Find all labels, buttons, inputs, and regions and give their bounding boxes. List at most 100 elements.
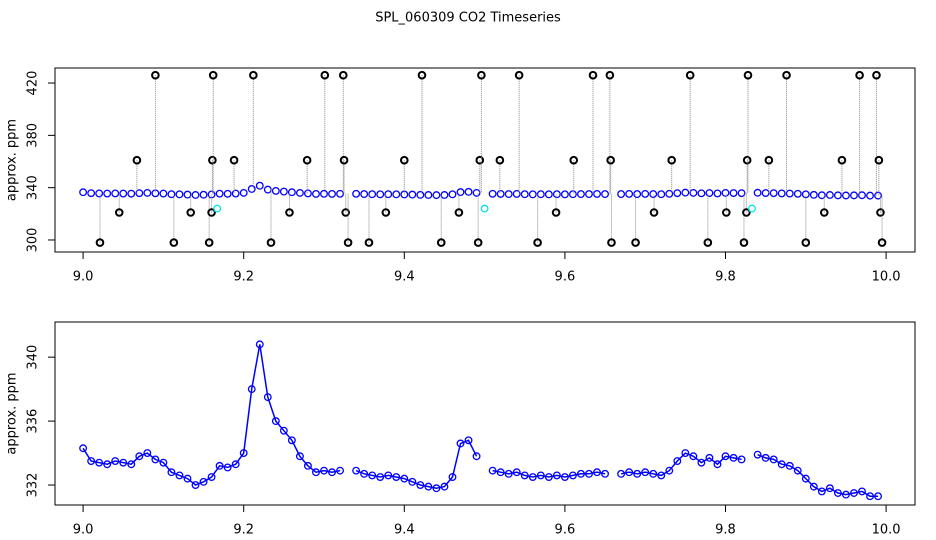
data-point	[764, 155, 774, 165]
data-point	[208, 70, 218, 80]
data-point	[279, 426, 288, 435]
data-point	[285, 208, 294, 217]
data-point	[689, 452, 698, 461]
data-point	[743, 70, 753, 80]
data-point	[266, 238, 276, 247]
data-point	[641, 189, 650, 198]
data-point	[472, 452, 481, 461]
data-point	[159, 458, 168, 467]
data-point	[392, 190, 401, 199]
data-point	[488, 189, 497, 198]
data-point	[817, 191, 826, 200]
data-point	[721, 452, 730, 461]
data-point	[504, 190, 513, 199]
data-point	[769, 189, 778, 198]
data-point	[167, 468, 176, 477]
plot-frame	[54, 321, 916, 506]
data-point	[207, 208, 216, 217]
data-point	[87, 189, 96, 198]
data-point	[336, 466, 345, 475]
data-point	[785, 461, 794, 470]
data-point	[761, 453, 770, 462]
data-point	[874, 155, 884, 165]
data-point	[400, 474, 409, 483]
data-point	[432, 191, 441, 200]
data-point	[263, 393, 272, 402]
data-point	[424, 191, 433, 199]
series-line	[82, 344, 341, 486]
y-axis-label: approx. ppm	[5, 372, 20, 454]
data-point	[287, 436, 296, 445]
data-point	[279, 187, 288, 196]
data-point	[850, 191, 858, 200]
data-point	[625, 468, 634, 477]
data-point	[777, 460, 786, 469]
data-point	[649, 190, 658, 199]
data-point	[432, 484, 441, 493]
x-tick-label: 9.4	[394, 523, 415, 538]
x-tick-label: 9.2	[233, 270, 254, 285]
data-point	[472, 188, 481, 197]
data-point	[657, 190, 666, 199]
data-point	[665, 189, 674, 198]
data-point	[95, 189, 104, 198]
data-point	[229, 155, 239, 165]
data-point	[119, 189, 128, 198]
data-point	[456, 439, 465, 448]
data-point	[103, 189, 112, 198]
data-point	[876, 208, 885, 217]
data-point	[681, 188, 690, 197]
data-point	[456, 188, 465, 197]
data-point	[703, 238, 713, 247]
data-point	[384, 471, 393, 480]
data-point	[132, 155, 142, 165]
data-point	[588, 70, 598, 80]
data-point	[213, 204, 222, 213]
data-point	[495, 155, 505, 165]
x-tick-label: 10.0	[872, 270, 901, 285]
data-point	[761, 189, 770, 197]
data-point	[729, 453, 738, 462]
data-point	[649, 208, 659, 217]
data-point	[488, 466, 497, 475]
data-point	[127, 460, 136, 469]
data-point	[464, 436, 473, 445]
data-point	[376, 190, 385, 199]
data-point	[231, 189, 240, 198]
data-point	[874, 191, 883, 200]
data-point	[769, 455, 778, 464]
data-point	[512, 189, 521, 198]
data-point	[287, 188, 296, 197]
data-point	[239, 188, 248, 197]
plot-frame	[54, 67, 916, 253]
data-point	[585, 190, 593, 199]
data-point	[119, 458, 128, 467]
data-point	[850, 489, 858, 497]
data-point	[454, 208, 464, 217]
series-line	[355, 439, 478, 489]
x-tick-label: 10.0	[872, 523, 901, 538]
data-point	[560, 190, 569, 199]
data-point	[249, 70, 258, 80]
series-line	[620, 452, 742, 477]
data-point	[536, 190, 545, 199]
data-point	[552, 471, 561, 480]
data-point	[833, 489, 842, 497]
data-point	[480, 204, 489, 213]
data-point	[135, 452, 144, 461]
data-point	[381, 208, 391, 217]
y-tick-label: 340	[26, 345, 41, 370]
data-point	[748, 204, 756, 213]
data-point	[544, 473, 553, 481]
data-point	[436, 238, 446, 247]
data-point	[199, 190, 208, 199]
data-point	[657, 471, 666, 480]
data-point	[665, 466, 674, 475]
data-point	[352, 189, 361, 198]
data-point	[167, 190, 176, 199]
data-point	[215, 189, 224, 198]
panel: 9.0 9.2 9.4 9.6 9.8 10.0 300 340 380 420 approx. p…	[5, 67, 916, 285]
x-tick-label: 9.8	[715, 270, 736, 285]
data-point	[183, 190, 192, 199]
